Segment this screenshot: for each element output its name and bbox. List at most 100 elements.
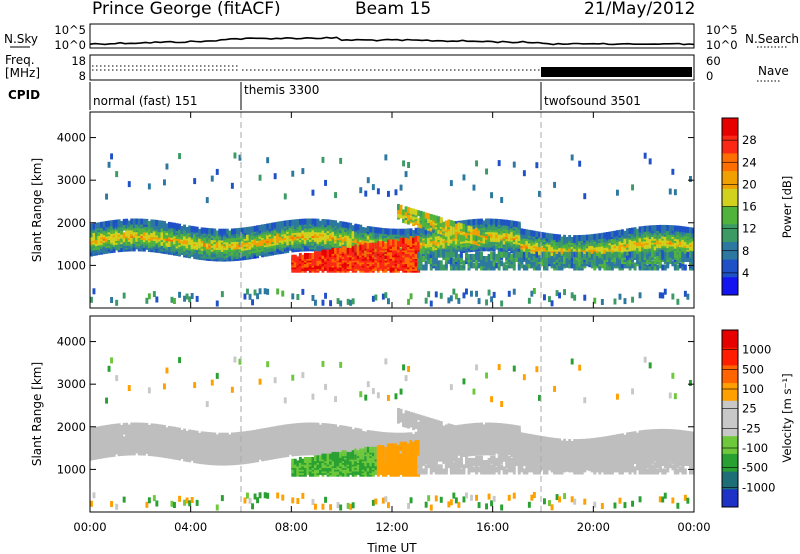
power-cell <box>543 232 546 239</box>
power-cell <box>376 231 380 238</box>
power-cell <box>321 234 325 241</box>
power-cell <box>610 253 614 260</box>
power-cell <box>394 251 398 258</box>
power-cell <box>633 251 637 258</box>
nsky-label: N.Sky <box>4 32 38 46</box>
power-cell <box>92 230 96 237</box>
power-colorbar-swatch <box>722 135 738 154</box>
power-cell <box>246 226 249 233</box>
power-cell <box>532 230 536 237</box>
power-cell <box>369 254 373 261</box>
power-cell <box>487 218 491 225</box>
power-cell <box>412 214 416 221</box>
power-cell <box>321 299 325 306</box>
power-cell <box>324 249 328 256</box>
power-cell <box>389 259 393 266</box>
power-cell <box>404 254 408 261</box>
power-cell <box>326 249 330 256</box>
power-cell <box>512 247 516 254</box>
power-cell <box>359 256 363 263</box>
power-cell <box>371 226 375 233</box>
power-colorbar-tick-label: 16 <box>742 200 757 214</box>
power-cell <box>193 178 197 185</box>
power-cell <box>449 251 453 258</box>
freq-tick-high: 18 <box>71 54 86 68</box>
power-cell <box>334 254 338 261</box>
power-cell <box>457 297 461 304</box>
power-cell <box>681 256 685 262</box>
power-cell <box>364 249 368 256</box>
power-cell <box>638 236 642 242</box>
power-cell <box>301 254 305 261</box>
power-cell <box>381 228 385 234</box>
power-cell <box>422 232 426 239</box>
power-cell <box>434 264 438 271</box>
velocity-cell <box>105 449 109 456</box>
power-cell <box>490 218 494 225</box>
power-cell <box>638 292 642 299</box>
power-cell <box>107 161 111 168</box>
velocity-cell <box>112 423 116 430</box>
power-cell <box>678 262 682 269</box>
power-cell <box>361 227 365 233</box>
power-cell <box>492 243 496 250</box>
power-cell <box>412 208 416 215</box>
power-cell <box>437 224 441 230</box>
power-cell <box>439 251 443 258</box>
power-cell <box>465 256 468 262</box>
power-cell <box>590 239 594 246</box>
power-cell <box>454 256 458 262</box>
power-cell <box>676 246 680 253</box>
power-cell <box>241 241 244 247</box>
power-cell <box>605 251 609 258</box>
power-cell <box>407 236 411 243</box>
power-cell <box>291 219 295 226</box>
power-cell <box>492 291 496 298</box>
power-cell <box>550 233 554 240</box>
power-cell <box>248 236 252 243</box>
power-cell <box>273 173 277 180</box>
power-cell <box>286 237 290 244</box>
power-cell <box>223 228 227 235</box>
power-cell <box>658 292 662 299</box>
velocity-cell <box>90 500 93 507</box>
power-cell <box>303 230 307 237</box>
power-cell <box>95 222 98 229</box>
power-cell <box>570 237 574 243</box>
power-cell <box>291 266 295 273</box>
power-cell <box>258 224 262 231</box>
power-cell <box>349 258 353 265</box>
power-cell <box>653 225 657 232</box>
power-cell <box>205 235 209 242</box>
power-cell <box>168 221 171 228</box>
power-cell <box>681 226 685 233</box>
velocity-cell <box>122 422 126 429</box>
power-cell <box>648 238 652 245</box>
power-cell <box>152 291 156 298</box>
power-cell <box>243 227 247 234</box>
power-cell <box>663 256 667 262</box>
power-cell <box>437 251 441 258</box>
power-cell <box>663 288 667 295</box>
power-cell <box>668 251 672 258</box>
power-cell <box>691 251 695 258</box>
power-cell <box>568 246 572 253</box>
power-cell <box>198 228 202 235</box>
power-cell <box>636 258 640 265</box>
velocity-cell <box>122 444 126 450</box>
power-cell <box>178 231 182 238</box>
power-cell <box>145 218 149 225</box>
power-cell <box>253 225 257 232</box>
power-cell <box>147 293 151 300</box>
power-cell <box>480 218 484 225</box>
power-cell <box>392 228 395 235</box>
power-cell <box>683 264 687 271</box>
power-cell <box>276 221 280 228</box>
power-cell <box>298 258 302 265</box>
velocity-cell <box>127 424 131 431</box>
power-cell <box>689 227 692 234</box>
power-cell <box>324 219 328 226</box>
power-cell <box>454 238 458 245</box>
power-cell <box>233 152 237 159</box>
power-cell <box>676 264 680 271</box>
